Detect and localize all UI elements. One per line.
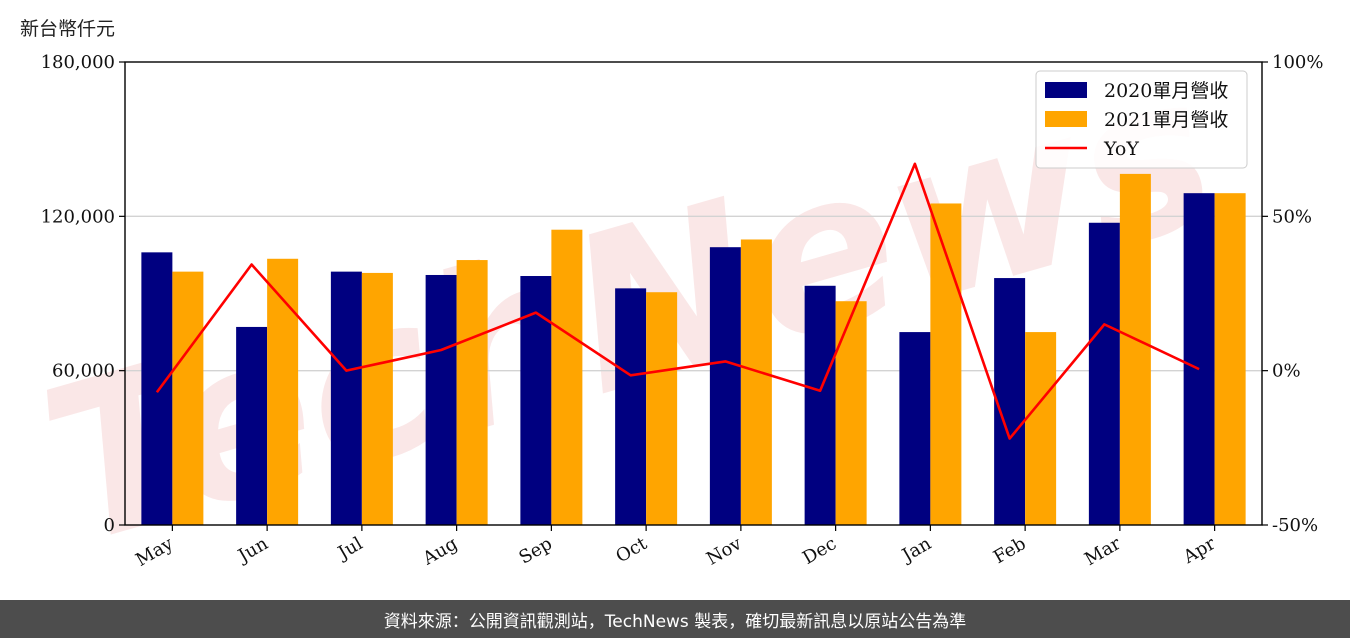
bar-2021-apr [1214, 193, 1246, 525]
bar-2020-dec [804, 285, 836, 525]
left-tick-label: 60,000 [52, 361, 115, 382]
source-footer: 資料來源：公開資訊觀測站，TechNews 製表，確切最新訊息以原站公告為準 [0, 600, 1350, 638]
bar-2021-may [172, 271, 204, 525]
left-tick-label: 0 [104, 515, 115, 536]
bar-2021-aug [456, 260, 488, 525]
source-footer-text: 資料來源：公開資訊觀測站，TechNews 製表，確切最新訊息以原站公告為準 [383, 611, 967, 632]
right-tick-label: 100% [1272, 52, 1323, 73]
bar-2020-jun [236, 326, 268, 525]
right-tick-label: 0% [1272, 361, 1301, 382]
left-tick-label: 180,000 [41, 52, 115, 73]
bar-2020-jul [330, 271, 362, 525]
left-tick-label: 120,000 [41, 206, 115, 227]
bars [141, 173, 1246, 525]
bar-2020-nov [709, 247, 741, 525]
y-axis-unit-label: 新台幣仟元 [20, 18, 116, 40]
legend: 2020單月營收 2021單月營收 YoY [1035, 70, 1248, 169]
x-tick-label: Mar [1081, 533, 1125, 570]
bar-2020-feb [994, 278, 1026, 525]
bar-2021-jun [267, 258, 299, 525]
legend-2020-label: 2020單月營收 [1104, 80, 1228, 102]
x-tick-label: Apr [1179, 533, 1219, 568]
bar-2021-jul [361, 272, 393, 525]
legend-2021-label: 2021單月營收 [1104, 109, 1228, 131]
x-tick-label: Aug [418, 533, 461, 570]
bar-2020-may [141, 252, 173, 525]
yoy-line-layer [155, 162, 1200, 440]
x-tick-label: Feb [990, 533, 1030, 568]
x-tick-label: Dec [799, 533, 840, 569]
bar-2020-jan [899, 332, 931, 525]
x-tick-label: Nov [703, 533, 746, 570]
bar-2021-nov [740, 239, 772, 525]
bar-2021-oct [646, 292, 678, 525]
legend-box [1035, 70, 1248, 169]
legend-2020-swatch [1045, 82, 1087, 98]
bar-2021-feb [1025, 332, 1057, 525]
yoy-line [155, 162, 1200, 440]
legend-2021-swatch [1045, 111, 1087, 127]
x-tick-label: Jan [897, 533, 935, 567]
bar-2021-sep [551, 229, 583, 525]
bar-2021-dec [835, 301, 867, 525]
x-tick-label: Jul [333, 533, 367, 565]
revenue-chart: TechNews 060,000120,000180,000-50%0%50%1… [19, 23, 1323, 594]
bar-2020-oct [615, 288, 647, 525]
bar-2020-mar [1088, 222, 1120, 525]
x-tick-label: Oct [612, 533, 651, 568]
right-tick-label: 50% [1272, 206, 1312, 227]
right-tick-label: -50% [1272, 515, 1318, 536]
grid-lines [125, 215, 1262, 372]
legend-yoy-label: YoY [1103, 138, 1139, 160]
bar-2020-aug [425, 274, 457, 525]
x-tick-label: Sep [515, 533, 555, 568]
bar-2021-mar [1119, 173, 1151, 525]
bar-2020-apr [1183, 193, 1215, 525]
plot-frame [124, 61, 1263, 526]
